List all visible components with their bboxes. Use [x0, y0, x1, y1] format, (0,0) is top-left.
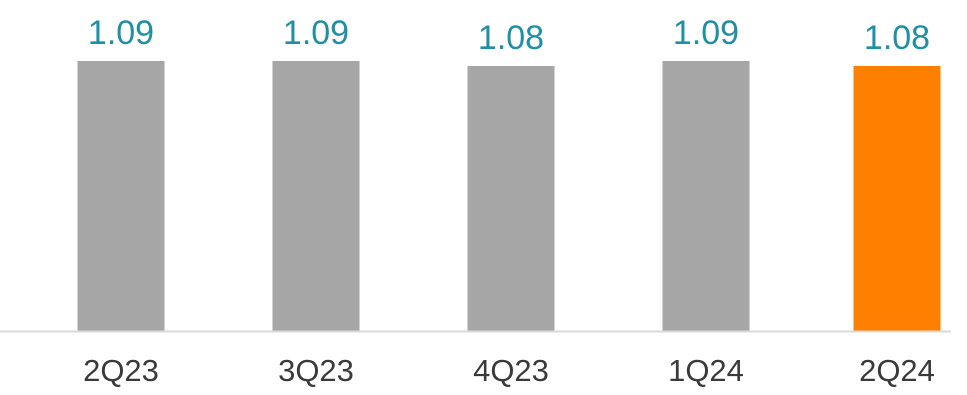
bar-2Q24 [853, 65, 941, 332]
x-tick-labels-layer: 2Q23 3Q23 4Q23 1Q24 2Q24 [83, 353, 935, 388]
bar-4Q23 [467, 65, 555, 332]
data-label-2Q23: 1.09 [88, 14, 154, 52]
data-label-1Q24: 1.09 [673, 14, 739, 52]
data-label-2Q24: 1.08 [864, 19, 930, 57]
data-label-4Q23: 1.08 [478, 19, 544, 57]
x-tick-label-2Q24: 2Q24 [859, 353, 935, 388]
bar-3Q23 [272, 61, 360, 331]
data-label-3Q23: 1.09 [283, 14, 349, 52]
data-labels-layer: 1.09 1.09 1.08 1.09 1.08 [88, 14, 930, 57]
x-tick-label-4Q23: 4Q23 [473, 353, 549, 388]
x-tick-label-3Q23: 3Q23 [278, 353, 354, 388]
bars-layer [77, 61, 941, 332]
bar-1Q24 [662, 61, 750, 331]
x-tick-label-1Q24: 1Q24 [668, 353, 744, 388]
bar-2Q23 [77, 61, 165, 331]
x-tick-label-2Q23: 2Q23 [83, 353, 159, 388]
